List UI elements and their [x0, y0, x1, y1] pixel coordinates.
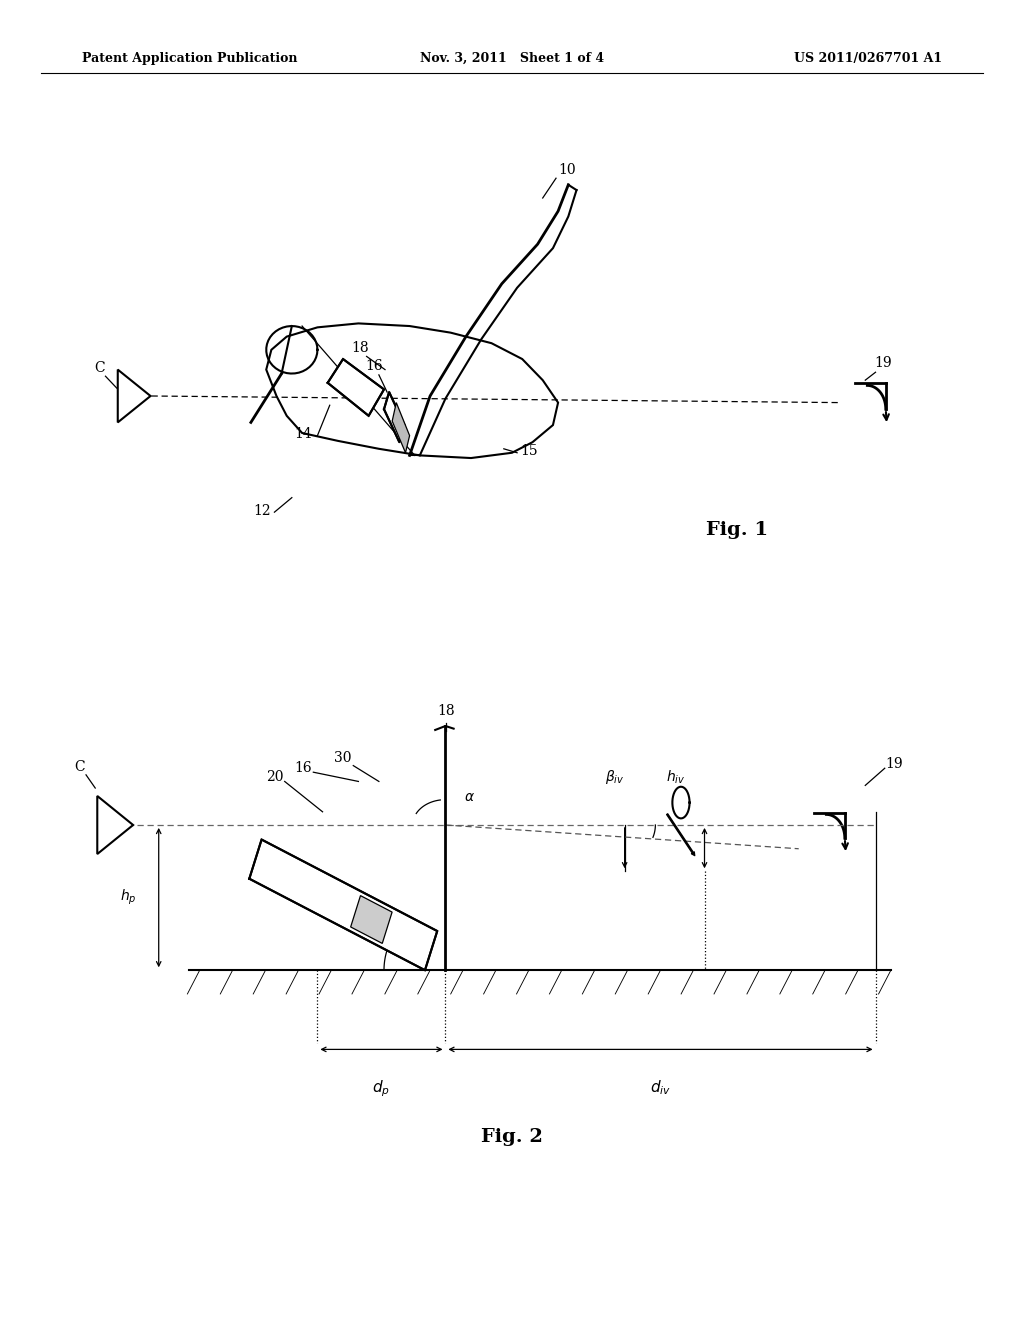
Polygon shape	[266, 323, 558, 458]
Text: Fig. 1: Fig. 1	[707, 520, 768, 539]
Text: 30: 30	[334, 751, 352, 764]
Text: 15: 15	[520, 445, 538, 458]
Text: $d_{iv}$: $d_{iv}$	[650, 1078, 671, 1097]
Polygon shape	[392, 403, 410, 453]
Text: 12: 12	[254, 504, 271, 517]
Text: Nov. 3, 2011   Sheet 1 of 4: Nov. 3, 2011 Sheet 1 of 4	[420, 51, 604, 65]
Polygon shape	[384, 392, 404, 442]
Text: $h_{iv}$: $h_{iv}$	[667, 768, 685, 785]
Polygon shape	[328, 359, 384, 416]
Text: C: C	[94, 362, 104, 375]
Text: 19: 19	[873, 356, 892, 370]
Polygon shape	[350, 895, 392, 944]
Text: Patent Application Publication: Patent Application Publication	[82, 51, 297, 65]
Polygon shape	[118, 370, 151, 422]
Text: 18: 18	[351, 342, 370, 355]
Text: 19: 19	[885, 758, 903, 771]
Polygon shape	[97, 796, 133, 854]
Text: 16: 16	[365, 359, 383, 372]
Polygon shape	[249, 840, 437, 970]
Text: 16: 16	[294, 762, 312, 775]
Text: $h_p$: $h_p$	[120, 888, 136, 907]
Text: 14: 14	[295, 428, 312, 441]
Text: 18: 18	[437, 705, 456, 718]
Text: US 2011/0267701 A1: US 2011/0267701 A1	[794, 51, 942, 65]
Text: $\alpha$: $\alpha$	[464, 791, 475, 804]
Text: 20: 20	[265, 771, 284, 784]
Text: Fig. 2: Fig. 2	[481, 1127, 543, 1146]
Text: $\beta_{iv}$: $\beta_{iv}$	[604, 768, 625, 787]
Text: 10: 10	[558, 164, 575, 177]
Text: $d_p$: $d_p$	[373, 1078, 390, 1100]
Text: C: C	[75, 760, 85, 774]
Text: $\alpha$: $\alpha$	[358, 927, 370, 940]
